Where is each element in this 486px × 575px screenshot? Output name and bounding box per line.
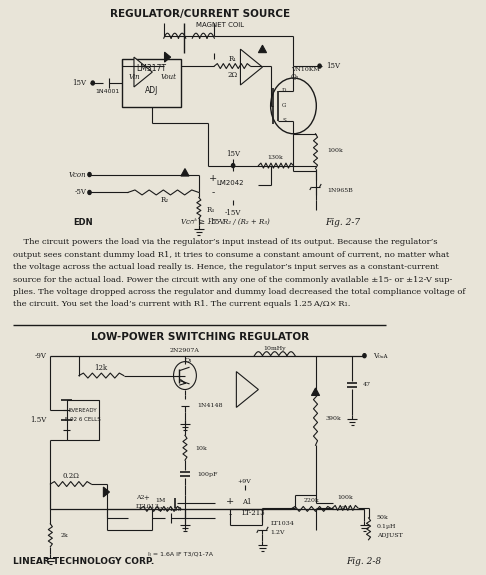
Polygon shape <box>312 388 320 396</box>
Text: E 92 6 CELLS: E 92 6 CELLS <box>65 417 101 422</box>
Text: 1N4148: 1N4148 <box>156 507 181 512</box>
Text: Iₗ = 1.6A IF T3/Q1-7A: Iₗ = 1.6A IF T3/Q1-7A <box>148 551 213 556</box>
Text: A1: A1 <box>242 498 252 506</box>
Circle shape <box>174 362 196 389</box>
Text: EVEREADY: EVEREADY <box>69 408 97 413</box>
Text: 1.2V: 1.2V <box>271 530 285 535</box>
Text: 100k: 100k <box>337 496 353 500</box>
Text: R₃: R₃ <box>207 206 215 214</box>
Text: VN10KM: VN10KM <box>291 67 320 71</box>
Text: 2Ω: 2Ω <box>227 71 237 79</box>
Text: 2k: 2k <box>60 533 68 538</box>
Text: ADJUST: ADJUST <box>377 533 402 538</box>
Text: LT1034: LT1034 <box>271 522 295 526</box>
Text: 1M: 1M <box>156 499 166 504</box>
Polygon shape <box>165 52 171 62</box>
Text: Fig. 2-8: Fig. 2-8 <box>346 557 381 566</box>
Text: 10mHy: 10mHy <box>263 346 286 351</box>
Text: +: + <box>209 174 218 183</box>
Text: plies. The voltage dropped across the regulator and dummy load decreased the tot: plies. The voltage dropped across the re… <box>13 288 465 296</box>
Text: Vᴄᴒᵏ ≥ 15 · R₂ / (R₂ + R₃): Vᴄᴒᵏ ≥ 15 · R₂ / (R₂ + R₃) <box>181 218 270 227</box>
Text: LT1013: LT1013 <box>136 504 160 509</box>
Text: R₂: R₂ <box>160 197 169 205</box>
Text: -: - <box>228 511 231 519</box>
Polygon shape <box>181 168 189 176</box>
Text: -9V: -9V <box>340 507 350 511</box>
Text: D: D <box>282 89 287 94</box>
Text: 15V: 15V <box>72 79 86 87</box>
Text: 50k: 50k <box>377 515 388 520</box>
Text: 390k: 390k <box>325 416 341 421</box>
Text: 47: 47 <box>363 382 371 387</box>
Text: V₀ᵤᴀ: V₀ᵤᴀ <box>373 352 387 360</box>
Text: LM2042: LM2042 <box>216 179 243 186</box>
Text: R₁: R₁ <box>228 55 236 63</box>
Text: -15V: -15V <box>225 209 241 217</box>
Circle shape <box>91 81 94 85</box>
Circle shape <box>318 64 321 68</box>
Text: Q₁: Q₁ <box>185 357 192 362</box>
Text: -: - <box>145 504 148 512</box>
Text: 12k: 12k <box>94 363 107 371</box>
Bar <box>67 400 99 440</box>
Polygon shape <box>259 45 266 53</box>
Text: 10k: 10k <box>195 446 208 451</box>
Text: 1N965B: 1N965B <box>328 188 353 193</box>
Text: +: + <box>144 494 150 502</box>
Text: 1N4001: 1N4001 <box>95 90 120 94</box>
Text: output sees constant dummy load R1, it tries to consume a constant amount of cur: output sees constant dummy load R1, it t… <box>13 251 449 259</box>
Text: A2: A2 <box>136 496 144 500</box>
Text: Fig. 2-7: Fig. 2-7 <box>325 218 361 227</box>
Text: 15V: 15V <box>326 62 340 70</box>
Text: +: + <box>226 497 234 507</box>
Circle shape <box>271 78 316 134</box>
Text: MAGNET COIL: MAGNET COIL <box>196 22 244 28</box>
Polygon shape <box>134 57 152 87</box>
Text: -5V: -5V <box>74 189 86 197</box>
Text: 130k: 130k <box>268 155 283 160</box>
Text: Q₁: Q₁ <box>291 72 300 80</box>
Bar <box>122 59 181 107</box>
Circle shape <box>88 190 91 194</box>
Text: +9V: +9V <box>238 478 251 484</box>
Text: 0.1µH: 0.1µH <box>377 524 396 530</box>
Text: -: - <box>212 188 215 197</box>
Text: LM317T: LM317T <box>137 64 167 72</box>
Text: G: G <box>282 104 286 108</box>
Text: ADJ: ADJ <box>145 86 158 95</box>
Text: The circuit powers the load via the regulator’s input instead of its output. Bec: The circuit powers the load via the regu… <box>13 238 437 246</box>
Text: LINEAR TECHNOLOGY CORP.: LINEAR TECHNOLOGY CORP. <box>13 557 154 566</box>
Text: 100pF: 100pF <box>197 472 218 477</box>
Text: source for the actual load. Power the circuit with any one of the commonly avail: source for the actual load. Power the ci… <box>13 275 452 283</box>
Text: 15V: 15V <box>226 150 240 158</box>
Circle shape <box>363 354 366 358</box>
Text: 1N4148: 1N4148 <box>197 403 223 408</box>
Text: 1.5V: 1.5V <box>30 416 46 424</box>
Text: REGULATOR/CURRENT SOURCE: REGULATOR/CURRENT SOURCE <box>109 9 290 20</box>
Text: Vin: Vin <box>129 73 140 81</box>
Text: EDN: EDN <box>73 218 93 227</box>
Text: Vout: Vout <box>161 73 176 81</box>
Text: the voltage across the actual load really is. Hence, the regulator’s input serve: the voltage across the actual load reall… <box>13 263 438 271</box>
Circle shape <box>231 164 235 167</box>
Text: S: S <box>282 118 286 123</box>
Text: 2N2907A: 2N2907A <box>170 348 200 353</box>
Text: the circuit. You set the load’s current with R1. The current equals 1.25 A/Ω× R₁: the circuit. You set the load’s current … <box>13 300 350 308</box>
Text: -9V: -9V <box>35 352 46 360</box>
Polygon shape <box>236 371 259 408</box>
Text: Vcon: Vcon <box>69 171 86 179</box>
Polygon shape <box>104 487 109 497</box>
Text: 220k: 220k <box>304 499 319 504</box>
Text: -15V: -15V <box>208 218 225 227</box>
Circle shape <box>88 172 91 177</box>
Text: LT-213: LT-213 <box>242 509 266 517</box>
Text: LOW-POWER SWITCHING REGULATOR: LOW-POWER SWITCHING REGULATOR <box>90 332 309 342</box>
Polygon shape <box>241 49 262 85</box>
Text: 100k: 100k <box>328 148 344 153</box>
Text: 0.2Ω: 0.2Ω <box>62 472 79 480</box>
